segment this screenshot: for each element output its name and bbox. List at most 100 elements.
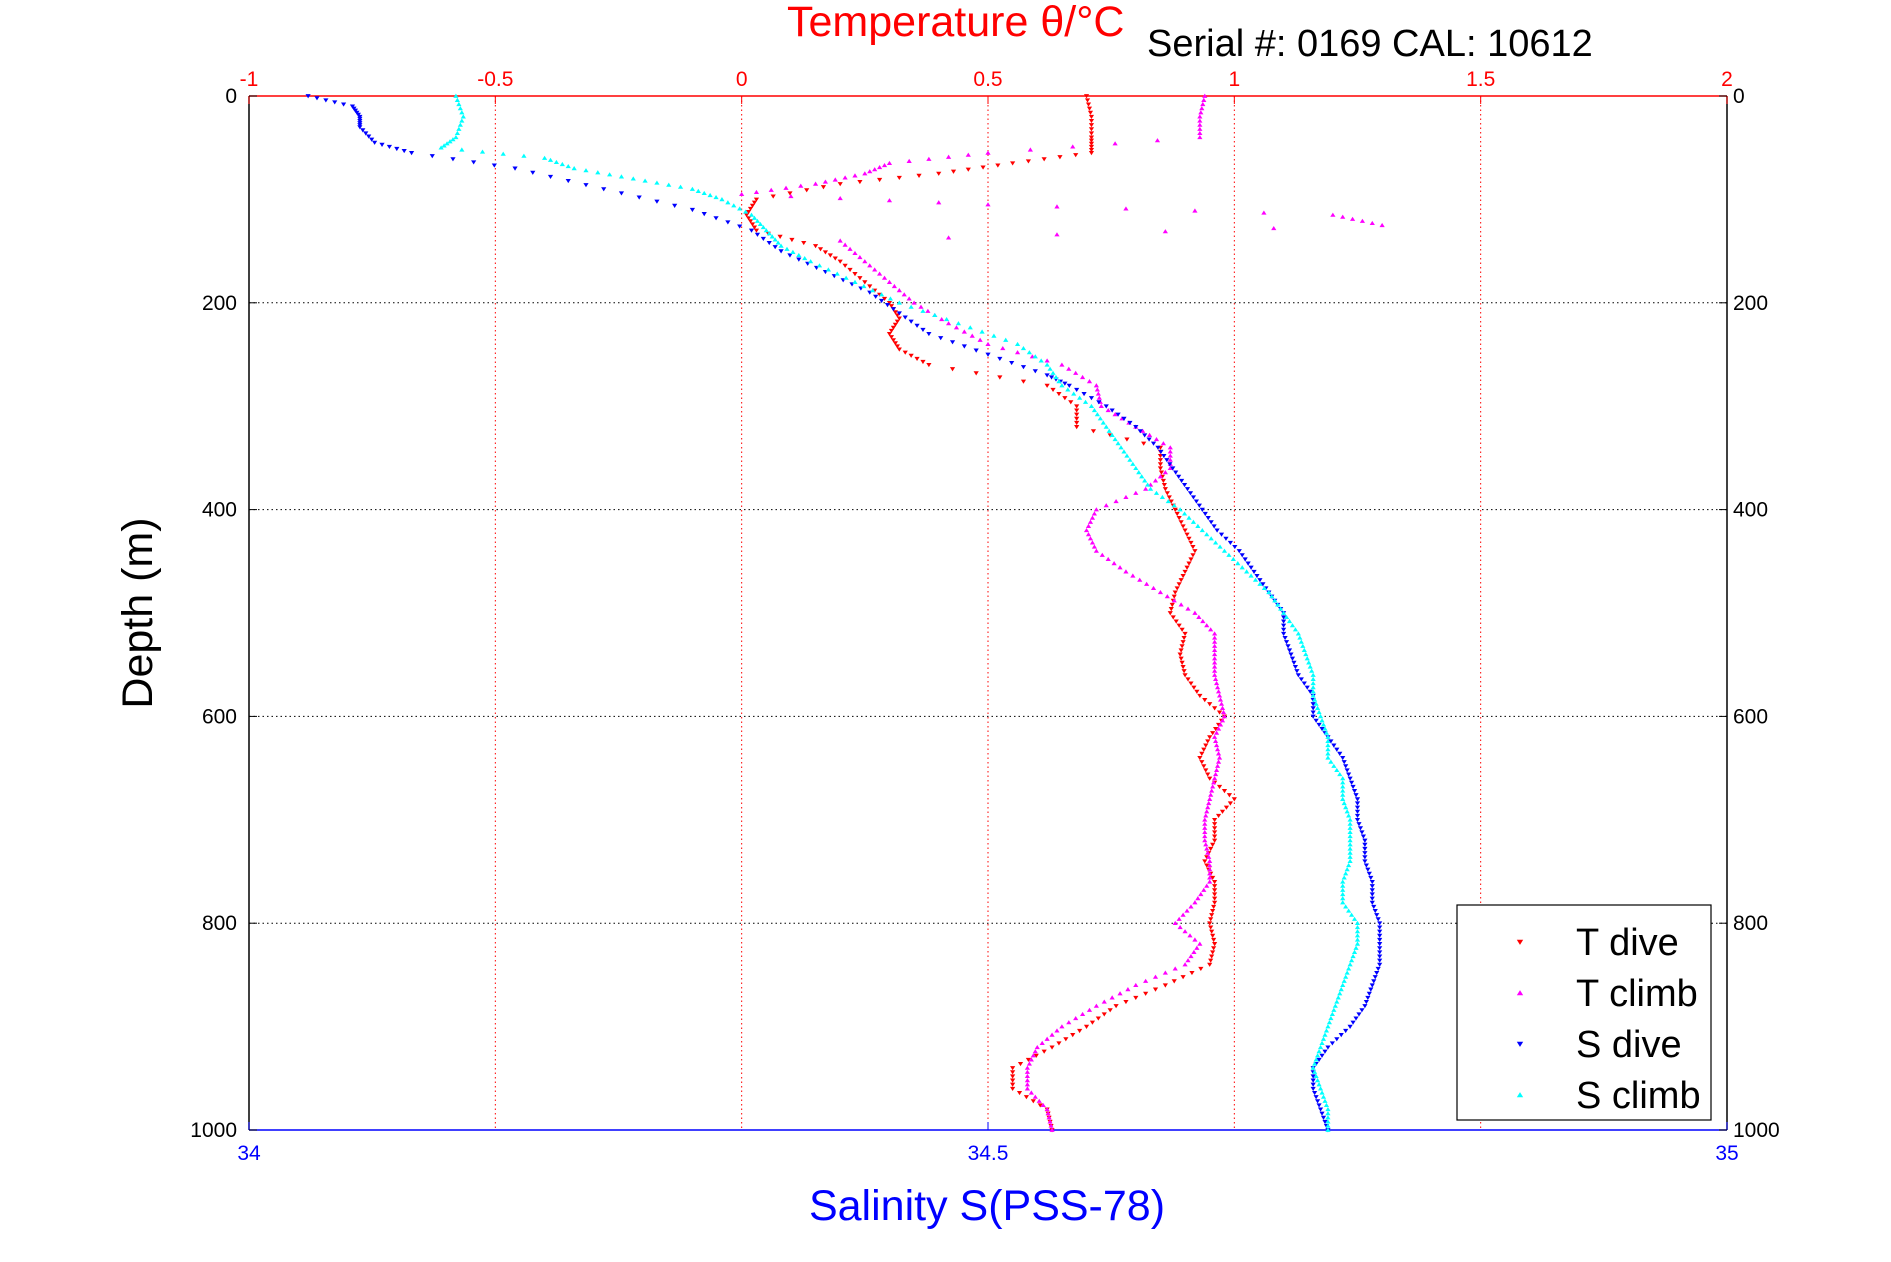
data-point-s-climb	[1257, 581, 1263, 586]
data-point-s-dive	[1202, 511, 1208, 517]
data-point-t-climb	[1213, 680, 1220, 686]
data-point-s-climb	[1347, 817, 1353, 822]
data-point-t-dive	[1209, 929, 1215, 934]
data-point-t-dive	[1212, 834, 1218, 839]
depth-tick-label-right: 200	[1733, 292, 1768, 315]
data-point-s-dive	[1288, 652, 1294, 657]
data-point-s-climb	[1348, 912, 1355, 917]
data-point-s-climb	[1038, 358, 1044, 363]
data-point-t-climb	[1152, 974, 1159, 979]
data-point-s-climb	[1272, 598, 1278, 603]
data-point-t-climb	[1112, 141, 1118, 146]
data-point-t-climb	[1218, 701, 1225, 706]
data-point-t-climb	[1215, 726, 1222, 731]
data-point-s-dive	[1354, 809, 1361, 814]
data-point-s-climb	[852, 279, 858, 284]
data-point-s-climb	[438, 145, 444, 150]
data-point-t-dive	[817, 247, 824, 252]
data-point-t-climb	[1125, 987, 1131, 992]
data-point-s-climb	[1320, 722, 1327, 727]
data-point-s-climb	[1322, 726, 1328, 731]
data-point-t-climb	[1197, 114, 1203, 119]
data-point-t-dive	[1211, 904, 1217, 909]
data-point-s-dive	[754, 232, 761, 237]
data-point-t-climb	[1117, 565, 1123, 570]
data-point-t-dive	[1174, 586, 1180, 591]
data-point-t-dive	[1088, 118, 1095, 124]
data-point-s-climb	[1314, 1078, 1321, 1083]
data-point-t-climb	[1261, 210, 1267, 215]
data-point-t-climb	[768, 187, 774, 192]
data-point-s-dive	[949, 340, 956, 345]
data-point-s-dive	[1362, 859, 1368, 864]
data-point-t-climb	[1059, 362, 1065, 367]
data-point-t-climb	[918, 304, 924, 309]
data-point-s-dive	[1205, 516, 1211, 521]
data-point-t-climb	[1085, 523, 1092, 528]
data-point-t-dive	[1057, 155, 1063, 160]
data-point-s-dive	[772, 245, 778, 250]
data-point-s-climb	[932, 312, 938, 318]
data-point-s-dive	[450, 157, 456, 162]
data-point-t-climb	[1095, 391, 1101, 396]
data-point-s-climb	[1145, 482, 1151, 487]
data-point-s-dive	[1320, 1115, 1327, 1120]
data-point-t-dive	[1161, 482, 1167, 488]
data-point-t-dive	[1197, 755, 1203, 761]
data-point-t-dive	[1157, 454, 1164, 459]
data-point-t-dive	[1077, 1028, 1083, 1034]
data-point-t-climb	[1195, 896, 1201, 901]
data-point-s-dive	[1310, 714, 1316, 719]
data-point-t-dive	[1095, 1016, 1101, 1021]
data-point-t-climb	[1197, 941, 1203, 946]
data-point-s-climb	[1221, 548, 1228, 553]
data-point-t-dive	[1208, 917, 1214, 922]
data-point-t-climb	[925, 308, 931, 313]
data-point-t-climb	[739, 191, 745, 197]
data-point-s-dive	[1281, 623, 1287, 628]
data-point-t-climb	[1111, 561, 1117, 566]
data-point-s-dive	[1289, 656, 1296, 661]
data-point-s-dive	[491, 163, 497, 168]
data-point-s-climb	[521, 153, 527, 158]
data-point-t-climb	[1152, 478, 1159, 483]
data-point-s-climb	[1344, 970, 1350, 975]
data-point-s-dive	[1245, 561, 1251, 566]
data-point-s-dive	[938, 336, 944, 341]
data-point-t-dive	[1210, 875, 1216, 881]
data-point-s-climb	[630, 176, 636, 181]
data-point-t-dive	[1178, 578, 1184, 583]
data-point-t-dive	[1182, 673, 1188, 678]
salinity-tick-label: 34	[237, 1142, 261, 1165]
data-point-s-climb	[1050, 370, 1056, 375]
data-point-s-dive	[1294, 669, 1300, 674]
data-point-s-climb	[444, 141, 450, 146]
depth-tick-label-left: 800	[202, 912, 237, 935]
data-point-t-climb	[985, 202, 991, 207]
data-point-t-dive	[1190, 553, 1196, 558]
data-point-t-dive	[801, 241, 807, 246]
data-point-s-climb	[1343, 974, 1349, 979]
data-point-s-climb	[1313, 1073, 1319, 1079]
data-point-t-dive	[1227, 801, 1233, 806]
data-point-t-climb	[965, 152, 971, 157]
data-point-t-climb	[901, 292, 907, 297]
data-point-s-climb	[1261, 585, 1267, 591]
data-point-s-dive	[1146, 437, 1152, 442]
data-point-t-climb	[1054, 232, 1060, 237]
data-point-t-climb	[1014, 350, 1021, 355]
data-point-s-climb	[1329, 1011, 1335, 1017]
temperature-tick-label: 0	[736, 68, 748, 91]
data-point-t-dive	[1010, 1086, 1016, 1091]
data-point-s-climb	[1244, 569, 1250, 574]
data-point-s-dive	[1319, 726, 1325, 732]
data-point-t-climb	[1213, 738, 1219, 744]
data-point-s-dive	[1281, 627, 1287, 632]
data-point-s-climb	[1325, 1111, 1331, 1116]
data-point-s-dive	[1377, 929, 1383, 934]
data-point-s-climb	[743, 209, 749, 214]
data-point-s-dive	[1319, 1053, 1325, 1058]
data-point-s-climb	[1127, 457, 1133, 462]
data-point-t-climb	[1216, 693, 1223, 698]
data-point-t-dive	[1212, 826, 1218, 831]
